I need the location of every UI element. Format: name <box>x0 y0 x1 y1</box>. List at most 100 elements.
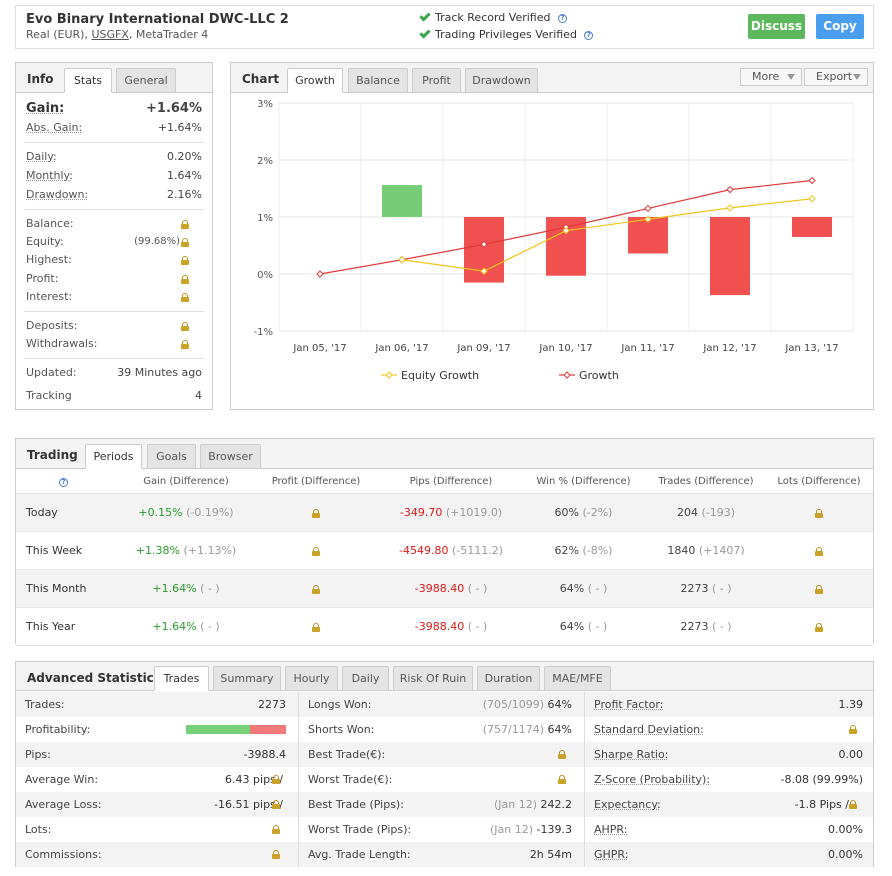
help-icon[interactable]: ? <box>584 30 594 40</box>
data-point <box>726 185 734 194</box>
lock-icon <box>181 238 189 247</box>
balance-row: Balance: <box>26 215 202 233</box>
stat-number: 2h 54m <box>529 848 572 861</box>
stat-value: -3988.4 <box>243 748 286 761</box>
advanced-tabbar: Advanced Statistics Trades Summary Hourl… <box>16 662 873 691</box>
stat-value: 0.00 <box>838 748 864 761</box>
tab-summary[interactable]: Summary <box>213 666 281 691</box>
tab-balance[interactable]: Balance <box>348 68 408 93</box>
tab-browser[interactable]: Browser <box>200 444 261 469</box>
tab-profit[interactable]: Profit <box>412 68 461 93</box>
x-tick-label: Jan 06, '17 <box>374 343 428 354</box>
copy-button[interactable]: Copy <box>816 14 864 39</box>
stat-note: (Jan 12) <box>493 798 537 811</box>
table-row: This Week +1.38% (+1.13%) -4549.80 (-5111.… <box>16 532 873 570</box>
stat-value: (757/1174) 64% <box>483 717 572 742</box>
stat-value: 6.43 pips / <box>225 773 283 786</box>
tab-stats[interactable]: Stats <box>64 68 112 93</box>
chart-panel: Chart Growth Balance Profit Drawdown Mor… <box>230 62 874 410</box>
updated-value: 39 Minutes ago <box>117 366 202 379</box>
y-tick-label: 3% <box>257 99 273 110</box>
divider <box>24 311 204 312</box>
withdrawals-row: Withdrawals: <box>26 335 202 353</box>
tab-periods[interactable]: Periods <box>85 444 142 469</box>
chevron-down-icon <box>787 74 795 80</box>
x-tick-label: Jan 09, '17 <box>456 343 510 354</box>
monthly-label: Monthly: <box>26 169 73 182</box>
period-label: Today <box>26 506 58 519</box>
difference-bar <box>792 217 832 237</box>
gain-diff: (-0.19%) <box>186 506 234 519</box>
trading-title: Trading <box>27 448 78 462</box>
chart-tabbar: Chart Growth Balance Profit Drawdown Mor… <box>231 63 873 93</box>
tab-daily[interactable]: Daily <box>342 666 389 691</box>
column-divider <box>298 717 299 742</box>
daily-row: Daily: 0.20% <box>26 148 202 166</box>
legend-label: Equity Growth <box>401 369 479 382</box>
gain-label: Gain: <box>26 101 65 116</box>
stat-note: (757/1174) <box>482 723 545 736</box>
tab-hourly[interactable]: Hourly <box>285 666 338 691</box>
account-subtitle: Real (EUR), USGFX, MetaTrader 4 <box>26 28 208 41</box>
trades-diff: (+1407) <box>698 544 745 557</box>
interest-row: Interest: <box>26 288 202 306</box>
tab-duration[interactable]: Duration <box>477 666 540 691</box>
profit-cell <box>256 608 376 646</box>
lock-icon <box>181 220 189 229</box>
data-point <box>316 270 324 278</box>
lock-icon <box>181 340 189 349</box>
stat-label: Avg. Trade Length: <box>308 848 411 861</box>
win-value: 64% <box>559 620 585 633</box>
drawdown-label: Drawdown: <box>26 188 89 201</box>
y-tick-label: -1% <box>254 327 273 338</box>
gain-value: +1.38% <box>135 544 180 557</box>
equity-row: Equity: (99.68%) <box>26 233 202 251</box>
tab-mae-mfe[interactable]: MAE/MFE <box>544 666 611 691</box>
win-diff: ( - ) <box>587 582 608 595</box>
monthly-row: Monthly: 1.64% <box>26 167 202 185</box>
discuss-button[interactable]: Discuss <box>748 14 805 39</box>
lock-icon <box>312 584 320 594</box>
advanced-statistics-panel: Advanced Statistics Trades Summary Hourl… <box>15 661 874 867</box>
lock-icon <box>815 584 823 594</box>
pips-cell: -3988.40 ( - ) <box>391 570 511 608</box>
growth-chart: 3% 2% 1% 0% -1% Jan 05, '17 Jan 06, '17 Jan 09,… <box>254 99 854 382</box>
abs-gain-value: +1.64% <box>157 121 202 134</box>
help-icon[interactable]: ? <box>557 13 567 23</box>
data-point <box>644 215 652 223</box>
stat-value: (705/1099) 64% <box>483 692 572 717</box>
tab-goals[interactable]: Goals <box>147 444 196 469</box>
tab-risk-of-ruin[interactable]: Risk Of Ruin <box>393 666 473 691</box>
period-label: This Year <box>26 620 76 633</box>
help-icon[interactable]: ? <box>59 478 68 487</box>
tab-drawdown[interactable]: Drawdown <box>465 68 538 93</box>
export-dropdown[interactable]: Export <box>804 68 868 86</box>
stat-label: GHPR: <box>594 848 629 861</box>
lock-icon <box>181 293 189 302</box>
win-cell: 64% ( - ) <box>521 608 646 646</box>
profit-cell <box>256 494 376 532</box>
gain-diff: ( - ) <box>200 582 220 595</box>
column-divider <box>584 817 585 842</box>
gain-diff: ( - ) <box>200 620 220 633</box>
data-point <box>808 176 816 185</box>
x-tick-label: Jan 10, '17 <box>538 343 592 354</box>
tab-growth[interactable]: Growth <box>287 68 343 93</box>
broker-link[interactable]: USGFX <box>91 28 129 41</box>
more-dropdown[interactable]: More <box>740 68 802 86</box>
lock-icon <box>312 622 320 632</box>
gain-cell: +1.64% ( - ) <box>126 570 246 608</box>
daily-value: 0.20% <box>167 150 202 163</box>
updated-label: Updated: <box>26 366 77 379</box>
lock-icon <box>272 825 280 834</box>
difference-bar <box>710 217 750 296</box>
tab-trades[interactable]: Trades <box>154 666 209 691</box>
column-divider <box>298 842 299 867</box>
y-tick-label: 0% <box>257 270 273 281</box>
header-panel: Evo Binary International DWC-LLC 2 Real … <box>15 5 874 49</box>
stat-label: Worst Trade (Pips): <box>308 823 412 836</box>
tracking-value: 4 <box>195 389 202 402</box>
divider <box>24 358 204 359</box>
highest-label: Highest: <box>26 253 72 266</box>
tab-general[interactable]: General <box>116 68 176 93</box>
